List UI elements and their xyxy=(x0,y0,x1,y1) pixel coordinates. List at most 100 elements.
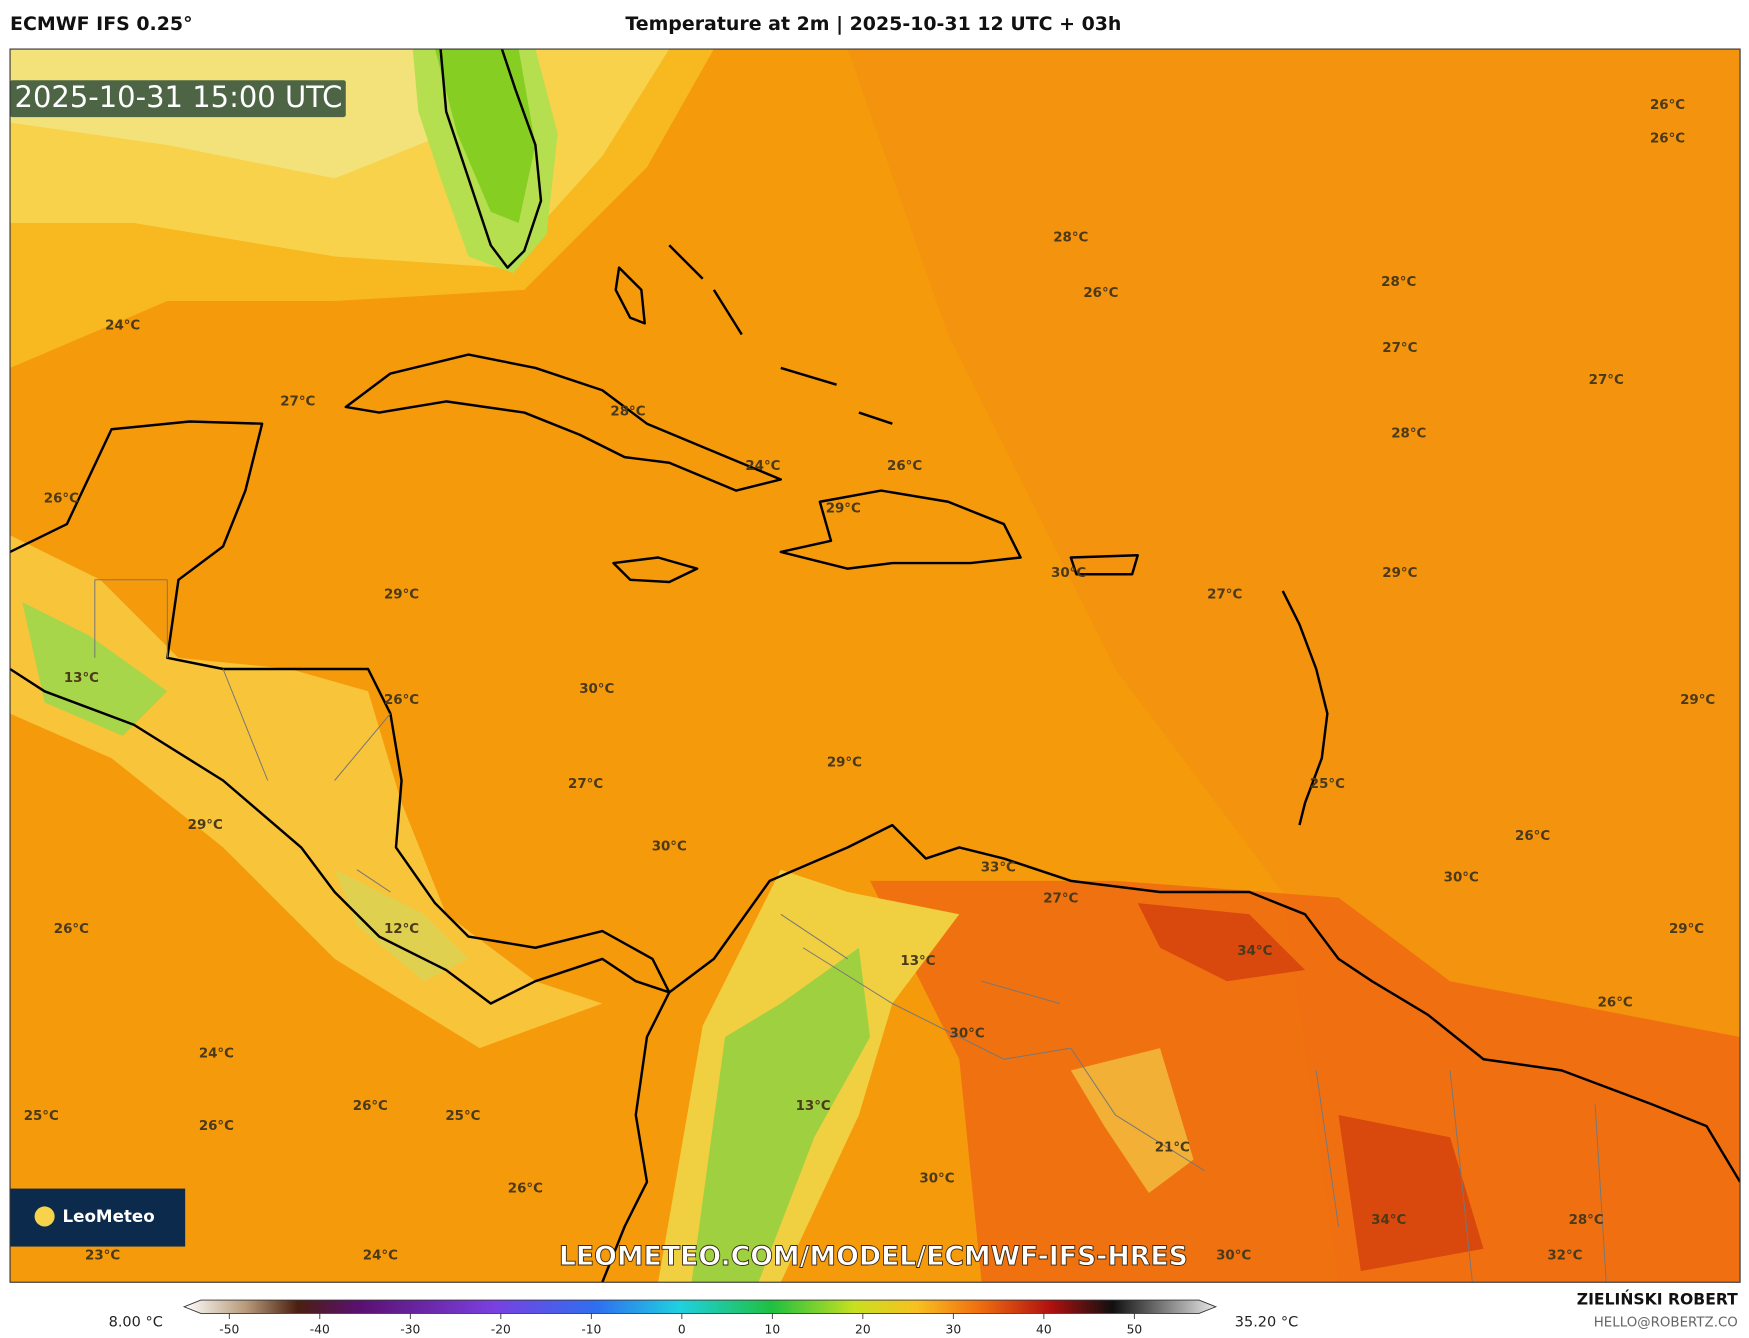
colorbar-tick-label: 10 xyxy=(765,1323,781,1337)
hispaniola-coast xyxy=(779,489,1022,570)
temperature-label: 23°C xyxy=(85,1248,120,1263)
author: ZIELIŃSKI ROBERT xyxy=(1577,1290,1738,1309)
temperature-label: 25°C xyxy=(1310,777,1345,792)
hot-field xyxy=(1338,1115,1484,1272)
logo-sun xyxy=(34,1206,55,1227)
temperature-label: 25°C xyxy=(445,1109,480,1124)
temperature-label: 29°C xyxy=(826,501,861,516)
florida-field-core xyxy=(435,49,536,224)
temperature-label: 26°C xyxy=(1083,286,1118,301)
central-america-field xyxy=(10,535,603,1049)
map: 26°C 26°C 28°C 26°C 28°C 24°C 27°C 27°C 27°C 28°C… xyxy=(10,49,1741,1283)
colorbar-tick-label: -50 xyxy=(219,1323,239,1337)
south-america-field xyxy=(870,880,1741,1283)
colorbar-tick-label: 50 xyxy=(1127,1323,1143,1337)
field-east xyxy=(847,49,1741,1283)
temperature-label: 29°C xyxy=(1680,693,1715,708)
temperature-label: 27°C xyxy=(1589,373,1624,388)
temperature-label: 30°C xyxy=(1051,566,1086,581)
temperature-label: 30°C xyxy=(1444,871,1479,886)
temperature-label: 26°C xyxy=(1650,98,1685,113)
colorbar-tick-label: 40 xyxy=(1036,1323,1052,1337)
author-email: HELLO@ROBERTZ.CO xyxy=(1594,1315,1738,1330)
temperature-label: 12°C xyxy=(384,922,419,937)
temperature-label: 26°C xyxy=(1515,829,1550,844)
temperature-label: 26°C xyxy=(353,1099,388,1114)
map-title: Temperature at 2m | 2025-10-31 12 UTC + … xyxy=(625,13,1121,35)
temperature-label: 25°C xyxy=(24,1109,59,1124)
temperature-label: 28°C xyxy=(1381,275,1416,290)
colorbar-tick-label: 0 xyxy=(678,1323,686,1337)
temperature-label: 32°C xyxy=(1547,1248,1582,1263)
colorbar-ramp xyxy=(182,1299,1218,1314)
central-america-coast xyxy=(10,420,671,1005)
timestamp-box xyxy=(10,80,346,118)
puerto-rico-coast xyxy=(1069,554,1139,576)
temperature-label: 26°C xyxy=(508,1182,543,1197)
map-frame xyxy=(9,48,1741,1283)
colorbar-tick-label: 30 xyxy=(946,1323,962,1337)
temperature-label: 21°C xyxy=(1155,1140,1190,1155)
highlands-field-2 xyxy=(334,869,469,982)
temperature-label: 30°C xyxy=(652,839,687,854)
temperature-label: 27°C xyxy=(1382,341,1417,356)
temperature-label: 34°C xyxy=(1237,944,1272,959)
highlands-field xyxy=(22,602,168,736)
temperature-label: 34°C xyxy=(1371,1213,1406,1228)
temperature-label: 13°C xyxy=(900,954,935,969)
hot-field-2 xyxy=(1137,903,1306,982)
colorbar-tick-label: -20 xyxy=(491,1323,511,1337)
temperature-label: 24°C xyxy=(745,459,780,474)
country-borders xyxy=(94,579,1607,1283)
temperature-label: 26°C xyxy=(1598,995,1633,1010)
temperature-label: 24°C xyxy=(363,1248,398,1263)
florida-coast xyxy=(439,49,543,269)
temperature-label: 27°C xyxy=(1043,892,1078,907)
temperature-label: 26°C xyxy=(1650,131,1685,146)
antilles-coast xyxy=(1281,590,1329,826)
temperature-label: 26°C xyxy=(887,459,922,474)
temperature-label: 29°C xyxy=(1382,566,1417,581)
temperature-label: 28°C xyxy=(1391,427,1426,442)
colorbar-min: 8.00 °C xyxy=(109,1314,163,1330)
watermark: LEOMETEO.COM/MODEL/ECMWF-IFS-HRES xyxy=(559,1241,1188,1272)
temperature-label: 28°C xyxy=(1569,1213,1604,1228)
temperature-label: 30°C xyxy=(919,1172,954,1187)
south-america-coast xyxy=(668,823,1741,1183)
temperature-label: 33°C xyxy=(981,860,1016,875)
colorbar-max: 35.20 °C xyxy=(1235,1314,1298,1330)
temperature-label: 29°C xyxy=(188,818,223,833)
temperature-label: 26°C xyxy=(384,693,419,708)
timestamp: 2025-10-31 15:00 UTC xyxy=(15,80,343,114)
temperature-label: 26°C xyxy=(199,1119,234,1134)
temperature-label: 24°C xyxy=(105,319,140,334)
temperature-label: 28°C xyxy=(1053,230,1088,245)
colorbar-tick-label: 20 xyxy=(855,1323,871,1337)
temperature-label: 29°C xyxy=(1669,922,1704,937)
colorbar: 8.00 °C 35.20 °C -50 -40 -30 -20 -10 0 10 20 30 4… xyxy=(109,1299,1298,1337)
temperature-label: 26°C xyxy=(54,922,89,937)
temperature-label: 27°C xyxy=(568,777,603,792)
colorbar-tick-label: -40 xyxy=(310,1323,330,1337)
temperature-label: 26°C xyxy=(44,491,79,506)
colorbar-tick-label: -10 xyxy=(581,1323,601,1337)
colorbar-tick-label: -30 xyxy=(400,1323,420,1337)
temperature-label: 13°C xyxy=(64,671,99,686)
temperature-label: 27°C xyxy=(280,394,315,409)
temperature-label: 30°C xyxy=(1216,1248,1251,1263)
temperature-labels: 26°C 26°C 28°C 26°C 28°C 24°C 27°C 27°C 27°C 28°C… xyxy=(24,98,1716,1264)
jamaica-coast xyxy=(612,556,699,584)
temperature-label: 29°C xyxy=(384,587,419,602)
pacific-coast xyxy=(601,991,671,1283)
logo-text: LeoMeteo xyxy=(62,1206,154,1226)
temperature-label: 28°C xyxy=(610,404,645,419)
temperature-label: 24°C xyxy=(199,1047,234,1062)
guiana-highlands xyxy=(1070,1048,1194,1194)
temperature-label: 29°C xyxy=(827,756,862,771)
temperature-label: 13°C xyxy=(796,1099,831,1114)
cuba-coast xyxy=(344,353,783,492)
temperature-label: 30°C xyxy=(950,1027,985,1042)
temperature-label: 27°C xyxy=(1207,587,1242,602)
